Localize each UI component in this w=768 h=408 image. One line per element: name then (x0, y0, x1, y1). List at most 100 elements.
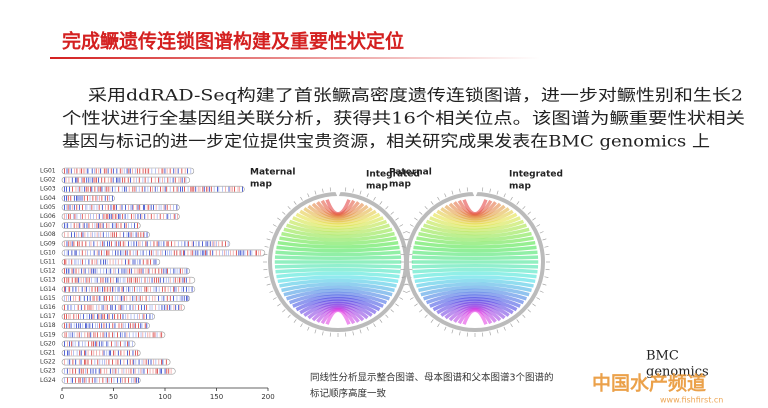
marker-stripe (161, 305, 163, 310)
marker-stripe (135, 323, 137, 329)
marker-stripe (156, 214, 158, 219)
linkage-bar (61, 249, 266, 257)
marker-stripe (82, 232, 84, 238)
marker-stripe (67, 359, 69, 365)
marker-stripe (173, 268, 175, 274)
marker-stripe (187, 168, 188, 174)
marker-stripe (106, 232, 107, 238)
marker-stripe (122, 241, 124, 247)
marker-stripe (134, 223, 135, 229)
marker-stripe (117, 259, 119, 265)
marker-stripe (72, 286, 74, 292)
marker-stripe (113, 332, 115, 338)
marker-stripe (138, 368, 140, 374)
marker-stripe (177, 168, 179, 174)
marker-stripe (144, 232, 145, 238)
marker-stripe (84, 350, 85, 356)
marker-stripe (121, 305, 123, 310)
marker-stripe (93, 295, 95, 301)
ring-tick (359, 329, 362, 334)
marker-stripe (174, 268, 176, 274)
marker-stripe (126, 332, 128, 338)
marker-stripe (167, 241, 169, 247)
marker-stripe (86, 168, 88, 174)
marker-stripe (75, 250, 77, 256)
marker-stripe (91, 259, 93, 265)
marker-stripe (149, 332, 151, 338)
marker-stripe (67, 341, 68, 347)
marker-stripe (154, 268, 156, 274)
marker-stripe (67, 305, 69, 310)
marker-stripe (217, 186, 218, 192)
marker-stripe (178, 286, 180, 292)
marker-stripe (110, 177, 112, 183)
marker-stripe (173, 250, 175, 256)
marker-stripe (103, 323, 105, 329)
marker-stripe (146, 250, 147, 256)
marker-stripe (208, 186, 210, 192)
marker-stripe (169, 168, 171, 174)
marker-stripe (64, 377, 65, 383)
marker-stripe (133, 277, 135, 283)
marker-stripe (68, 259, 70, 265)
marker-stripe (242, 250, 244, 256)
marker-stripe (169, 177, 171, 183)
marker-stripe (112, 286, 113, 292)
marker-stripe (111, 295, 113, 301)
marker-stripe (101, 323, 103, 329)
marker-stripe (97, 195, 99, 201)
marker-stripe (105, 214, 107, 219)
marker-stripe (66, 186, 67, 192)
marker-stripe (79, 323, 81, 329)
marker-stripe (159, 332, 161, 338)
marker-stripe (135, 305, 137, 310)
ring-tick (385, 314, 389, 318)
marker-stripe (173, 204, 174, 210)
marker-stripe (153, 259, 155, 265)
marker-stripe (169, 295, 171, 301)
marker-stripe (69, 314, 71, 320)
top-gap (332, 184, 344, 198)
marker-stripe (161, 332, 163, 338)
marker-stripe (99, 286, 101, 292)
marker-stripe (91, 350, 93, 356)
marker-stripe (109, 259, 111, 265)
marker-stripe (149, 368, 151, 374)
ring-tick (437, 196, 440, 201)
marker-stripe (85, 204, 86, 210)
marker-stripe (87, 332, 89, 338)
marker-stripe (179, 250, 181, 256)
marker-stripe (112, 323, 114, 329)
marker-stripe (115, 286, 116, 292)
marker-stripe (77, 186, 79, 192)
marker-stripe (169, 204, 171, 210)
marker-stripe (221, 241, 223, 247)
marker-stripe (68, 168, 70, 174)
marker-stripe (172, 277, 174, 283)
marker-stripe (64, 305, 65, 310)
watermark: 中国水产频道 (592, 372, 706, 395)
synteny-chord (279, 278, 397, 288)
marker-stripe (175, 168, 177, 174)
marker-stripe (130, 177, 131, 183)
marker-stripe (64, 177, 65, 183)
synteny-chord (429, 294, 521, 308)
marker-stripe (98, 323, 100, 329)
marker-stripe (82, 314, 84, 320)
marker-stripe (92, 232, 93, 238)
marker-stripe (150, 250, 152, 256)
map-label: map (389, 180, 411, 190)
marker-stripe (132, 359, 133, 365)
marker-stripe (166, 305, 168, 310)
ring-tick (399, 297, 404, 300)
marker-stripe (181, 295, 183, 301)
marker-stripe (85, 323, 86, 329)
marker-stripe (79, 377, 81, 383)
paragraph-line: 个性状进行全基因组关联分析，获得共16个相关位点。该图谱为鳜重要性状相关 (62, 109, 745, 128)
marker-stripe (98, 368, 100, 374)
marker-stripe (145, 259, 147, 265)
marker-stripe (139, 259, 141, 265)
marker-stripe (155, 359, 157, 365)
marker-stripe (147, 214, 149, 219)
marker-stripe (86, 204, 88, 210)
